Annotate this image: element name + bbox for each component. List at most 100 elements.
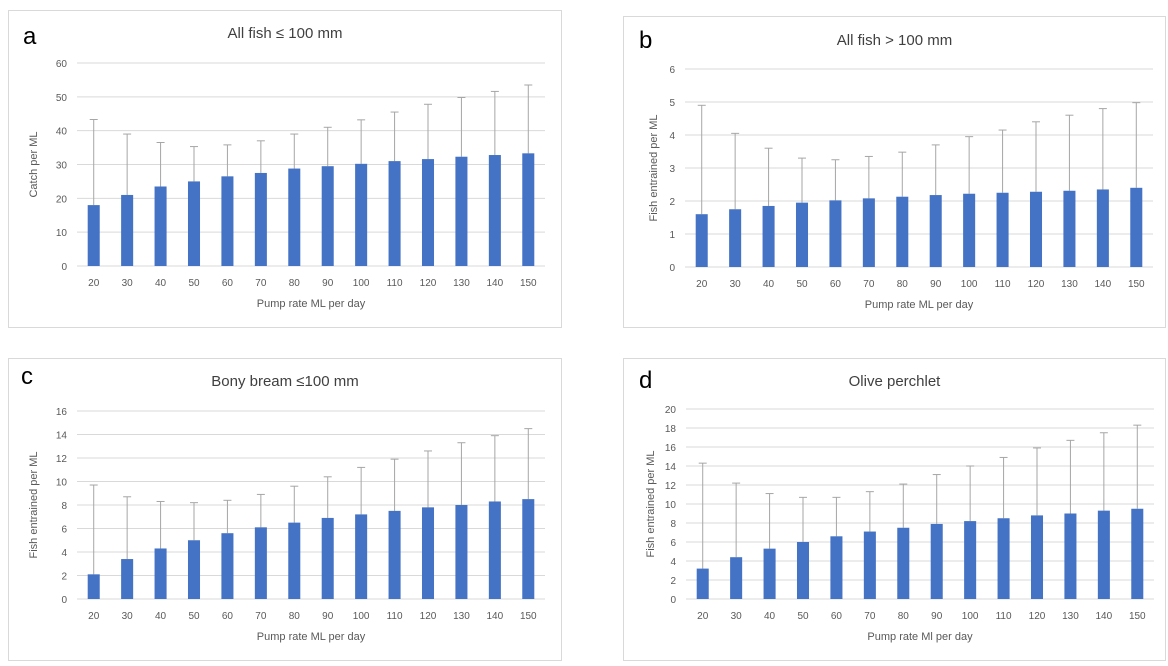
bar-70 [254, 172, 267, 266]
bar-20 [87, 574, 100, 599]
y-tick-label: 0 [61, 262, 67, 273]
x-axis-title: Pump rate Ml per day [867, 631, 973, 643]
bar-30 [121, 559, 134, 599]
x-tick-label: 150 [1129, 611, 1146, 622]
panel-letter-d: d [639, 367, 653, 394]
y-tick-label: 20 [56, 194, 68, 205]
x-tick-label: 130 [1061, 279, 1078, 290]
chart-svg-d: 0 2 4 6 8 10 12 14 16 18 20 20 30 40 50 60 70 80 90 100 110 1… [645, 405, 1154, 643]
x-tick-label: 30 [122, 278, 134, 289]
x-axis-title: Pump rate ML per day [257, 298, 366, 310]
x-tick-label: 40 [155, 611, 167, 622]
chart-title-b: All fish > 100 mm [836, 32, 953, 49]
bar-120 [1030, 515, 1044, 599]
bar-110 [996, 192, 1009, 267]
bar-70 [862, 198, 875, 267]
bar-50 [796, 542, 810, 599]
x-tick-label: 70 [255, 611, 267, 622]
x-tick-label: 50 [796, 279, 808, 290]
y-tick-label: 2 [670, 576, 676, 587]
chart-svg-b: 0 1 2 3 4 5 6 20 30 40 50 60 70 80 90 100 110 120 130 140 15… [648, 65, 1153, 311]
chart-panel-a: 0 10 20 30 40 50 60 20 30 40 50 60 70 80 90 100 110 120 13… [8, 10, 562, 328]
x-tick-label: 20 [697, 611, 709, 622]
y-tick-label: 0 [669, 263, 675, 274]
x-tick-label: 80 [289, 278, 301, 289]
x-tick-label: 40 [764, 611, 776, 622]
x-tick-label: 90 [931, 611, 943, 622]
x-tick-label: 30 [122, 611, 134, 622]
x-tick-label: 40 [763, 279, 775, 290]
bar-90 [930, 523, 943, 599]
bar-40 [154, 186, 167, 266]
bar-100 [355, 163, 368, 266]
x-tick-label: 150 [1128, 279, 1145, 290]
x-tick-label: 80 [289, 611, 301, 622]
bar-100 [963, 193, 976, 267]
x-tick-label: 130 [453, 278, 470, 289]
x-tick-label: 50 [188, 611, 200, 622]
bar-140 [1096, 189, 1109, 267]
y-tick-label: 18 [665, 424, 677, 435]
bar-30 [730, 557, 743, 599]
chart-title-c: Bony bream ≤100 mm [211, 373, 359, 390]
y-tick-label: 30 [56, 161, 68, 172]
bar-90 [929, 195, 942, 267]
y-tick-label: 10 [56, 228, 68, 239]
x-tick-label: 140 [487, 278, 504, 289]
x-tick-label: 30 [730, 279, 742, 290]
bar-30 [729, 209, 742, 267]
bar-80 [288, 522, 301, 599]
x-tick-label: 100 [962, 611, 979, 622]
x-tick-label: 120 [1029, 611, 1046, 622]
bar-20 [87, 205, 100, 266]
x-tick-label: 120 [420, 278, 437, 289]
bar-60 [830, 536, 843, 599]
x-tick-label: 110 [996, 611, 1012, 622]
chart-panel-d: 0 2 4 6 8 10 12 14 16 18 20 20 30 40 50 60 70 80 90 100 110 1… [623, 358, 1166, 661]
bar-20 [695, 214, 708, 267]
x-tick-label: 50 [188, 278, 200, 289]
y-tick-label: 6 [669, 65, 675, 76]
y-axis-title: Catch per ML [28, 131, 40, 197]
bar-130 [1063, 190, 1076, 267]
x-axis-title: Pump rate ML per day [865, 299, 974, 311]
bar-70 [254, 527, 267, 599]
bar-120 [421, 159, 435, 266]
bar-90 [321, 166, 334, 266]
y-tick-label: 10 [56, 478, 68, 489]
x-tick-label: 110 [387, 278, 403, 289]
y-axis-title: Fish entrained per ML [28, 452, 40, 559]
chart-svg-c: 0 2 4 6 8 10 12 14 16 20 30 40 50 60 70 80 90 100 110 120 13… [28, 407, 545, 643]
x-tick-label: 30 [731, 611, 743, 622]
x-tick-label: 70 [255, 278, 267, 289]
y-tick-label: 4 [61, 548, 67, 559]
x-tick-label: 90 [930, 279, 942, 290]
x-tick-label: 130 [1062, 611, 1079, 622]
y-tick-label: 8 [61, 501, 67, 512]
x-tick-label: 110 [995, 279, 1011, 290]
x-tick-label: 100 [961, 279, 978, 290]
x-tick-label: 60 [222, 611, 234, 622]
x-tick-label: 20 [88, 611, 100, 622]
y-axis-title: Fish entrained per ML [648, 115, 660, 222]
y-tick-label: 40 [56, 127, 68, 138]
y-tick-label: 6 [61, 525, 67, 536]
x-tick-label: 140 [487, 611, 504, 622]
panel-letter-b: b [639, 27, 653, 54]
y-tick-label: 1 [669, 230, 675, 241]
bar-130 [455, 156, 468, 266]
y-tick-label: 60 [56, 59, 68, 70]
bar-60 [221, 176, 234, 266]
chart-panel-b: 0 1 2 3 4 5 6 20 30 40 50 60 70 80 90 100 110 120 130 140 15… [623, 16, 1166, 328]
x-tick-label: 110 [387, 611, 403, 622]
bar-110 [388, 161, 401, 266]
chart-title-d: Olive perchlet [848, 373, 941, 390]
y-tick-label: 16 [665, 443, 677, 454]
x-tick-label: 120 [1028, 279, 1045, 290]
y-tick-label: 2 [669, 197, 675, 208]
bar-140 [1097, 510, 1110, 599]
bar-40 [763, 548, 776, 599]
bar-110 [388, 510, 401, 599]
chart-title-a: All fish ≤ 100 mm [227, 25, 343, 42]
x-tick-label: 140 [1095, 279, 1112, 290]
